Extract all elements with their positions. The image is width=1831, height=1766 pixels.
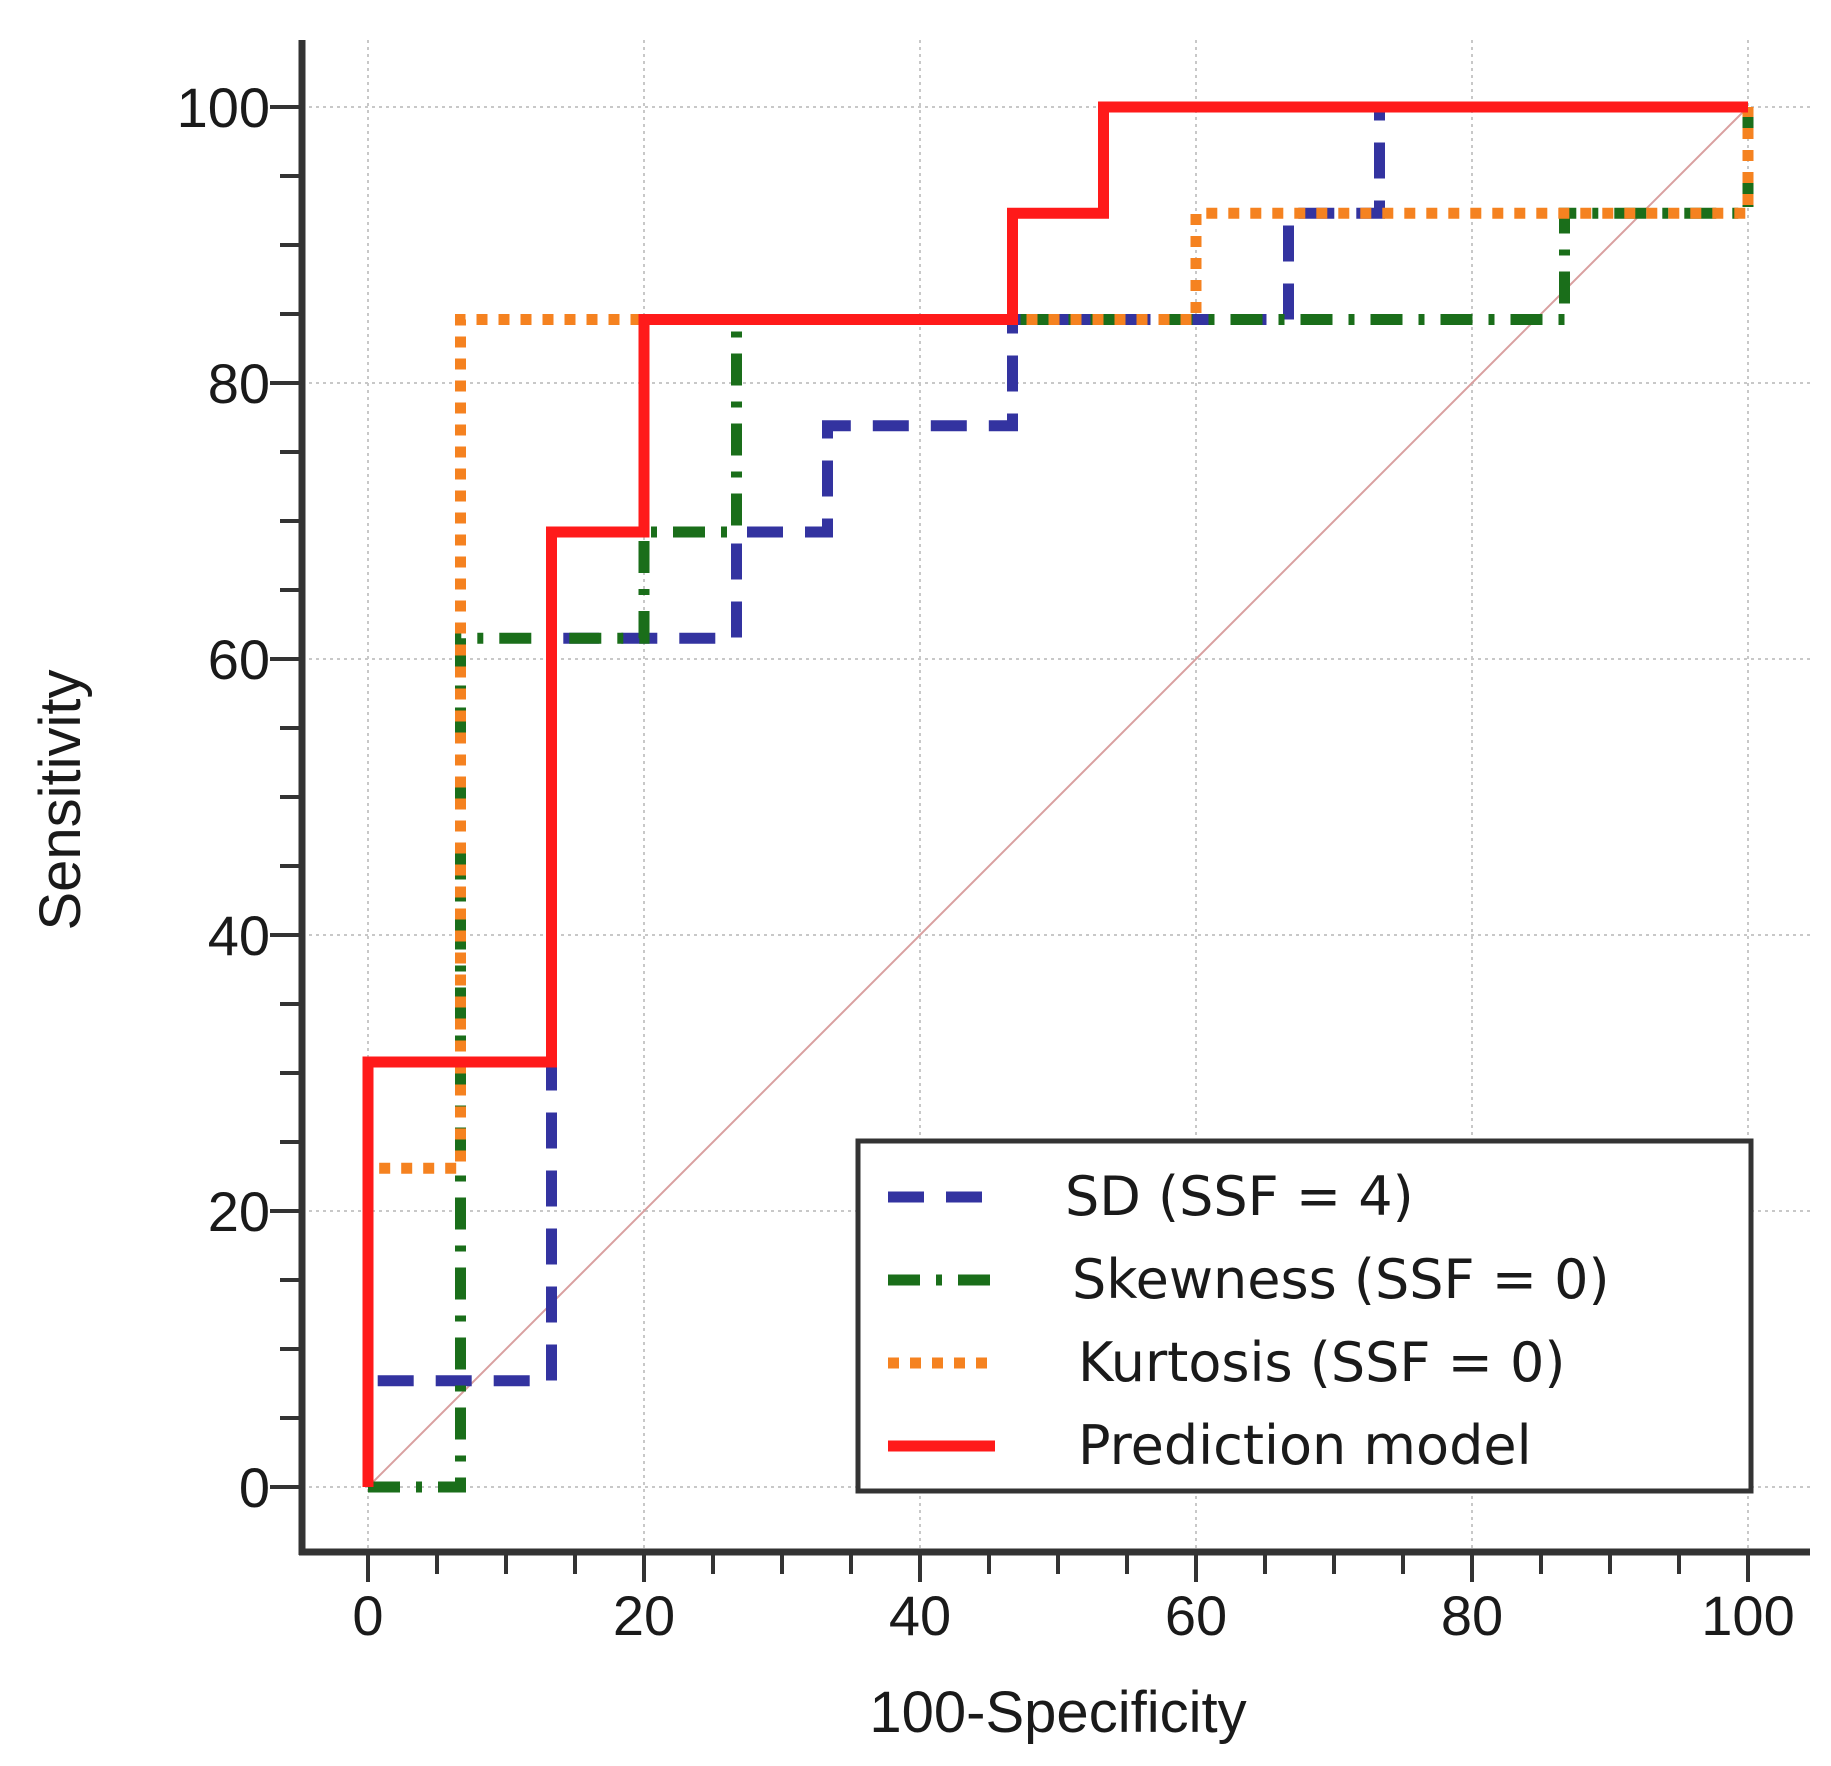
legend: SD (SSF = 4) Skewness (SSF = 0) Kurtosis (… xyxy=(855,1138,1754,1494)
legend-box xyxy=(855,1138,1754,1494)
legend-label-1: Skewness (SSF = 0) xyxy=(1072,1248,1610,1311)
series-line-3 xyxy=(362,101,1748,1487)
legend-label-3: Prediction model xyxy=(1078,1414,1532,1477)
y-tick-label: 80 xyxy=(208,352,270,415)
x-axis-title: 100-Specificity xyxy=(869,1680,1246,1745)
y-tick-label: 60 xyxy=(208,628,270,691)
x-tick-label: 20 xyxy=(613,1584,675,1647)
series-line-2 xyxy=(362,107,1754,1487)
x-tick-label: 80 xyxy=(1441,1584,1503,1647)
legend-label-2: Kurtosis (SSF = 0) xyxy=(1078,1331,1565,1394)
x-tick-label: 100 xyxy=(1701,1584,1794,1647)
x-tick-label: 0 xyxy=(352,1584,383,1647)
grid xyxy=(302,40,1810,1552)
y-tick-label: 100 xyxy=(177,76,270,139)
series-layer xyxy=(362,101,1754,1493)
y-tick-label: 20 xyxy=(208,1180,270,1243)
legend-label-0: SD (SSF = 4) xyxy=(1065,1165,1414,1228)
y-tick-label: 40 xyxy=(208,904,270,967)
reference-diagonal xyxy=(367,106,1749,1488)
y-axis-title: Sensitivity xyxy=(28,669,93,930)
x-tick-label: 60 xyxy=(1165,1584,1227,1647)
x-tick-label: 40 xyxy=(889,1584,951,1647)
axes: 0 20 40 60 80 100 0 20 40 60 80 100 100-Specificity S… xyxy=(28,40,1810,1745)
y-tick-label: 0 xyxy=(239,1456,270,1519)
series-line-0 xyxy=(362,101,1748,1487)
